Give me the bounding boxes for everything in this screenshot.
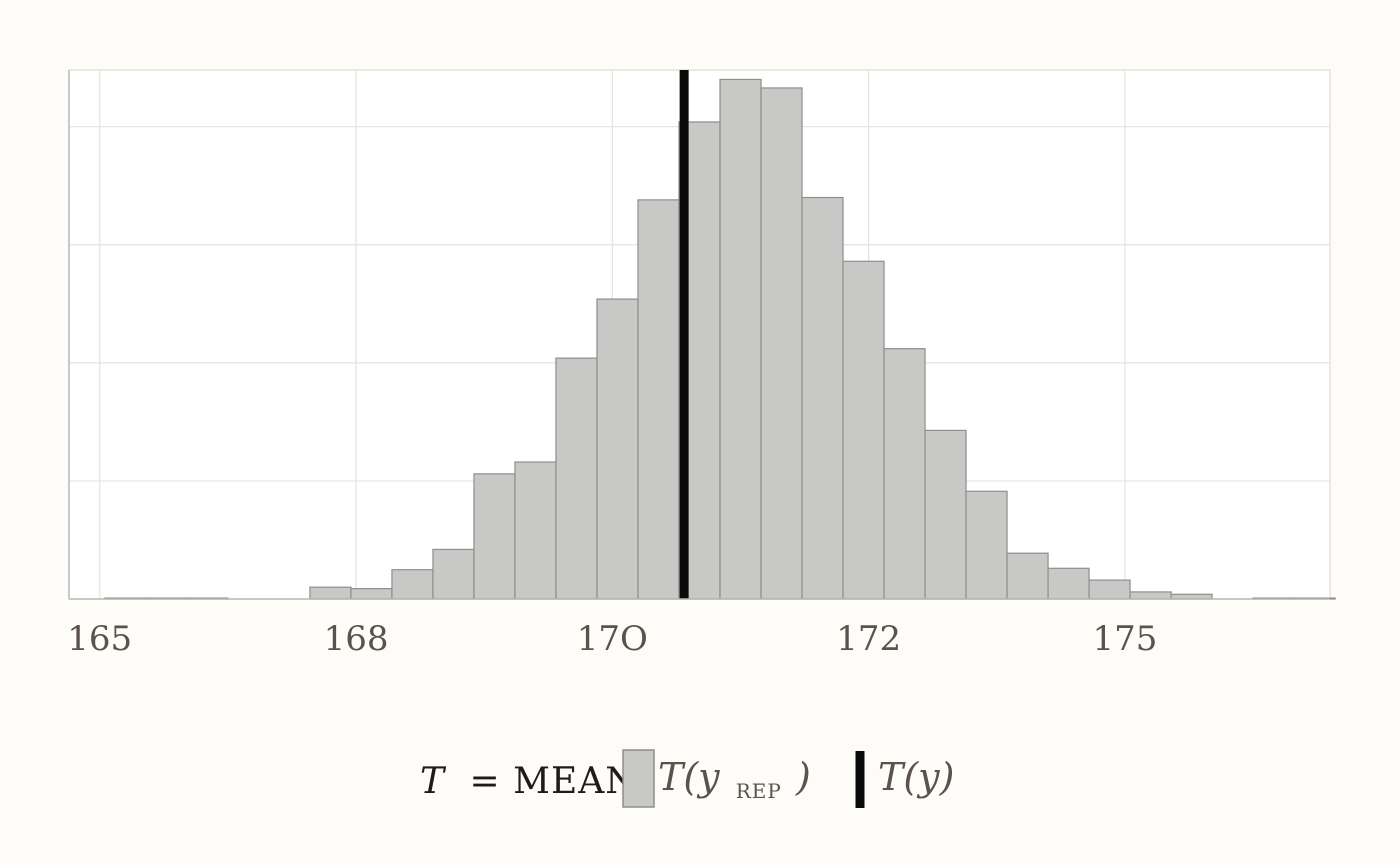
histogram-bar: [473, 473, 516, 600]
legend-label-rep-close: ): [795, 755, 811, 799]
x-tick-labels: 165 168 17O 172 175: [67, 619, 1157, 659]
histogram-bar: [842, 260, 885, 600]
histogram-bars: [104, 78, 1336, 600]
histogram-bar: [719, 78, 762, 600]
histogram-bar: [924, 429, 967, 600]
axes: [68, 70, 1330, 600]
histogram-bar: [1047, 567, 1090, 600]
histogram-bar: [596, 298, 639, 600]
histogram-bar: [514, 461, 557, 600]
legend-label-rep-sub: REP: [736, 779, 782, 803]
histogram-bar: [555, 357, 598, 600]
legend-title-stat: T: [420, 761, 447, 802]
legend-label-observed: T(y): [878, 755, 954, 799]
legend: T = MEAN T(y REP ) T(y): [420, 749, 954, 808]
legend-label-rep: T(y REP ): [658, 755, 811, 807]
legend-title-rest: = MEAN: [469, 761, 637, 802]
histogram-bar: [432, 548, 475, 600]
histogram-bar: [1129, 591, 1172, 600]
legend-title: T = MEAN: [420, 761, 638, 802]
histogram-bar: [391, 569, 434, 600]
x-tick-label: 165: [67, 619, 132, 659]
histogram-bar: [883, 348, 926, 600]
histogram-bar: [309, 586, 352, 600]
histogram-bar: [637, 199, 680, 600]
legend-swatch-rep: [622, 749, 655, 808]
x-tick-label: 168: [324, 619, 389, 659]
x-tick-label: 17O: [577, 619, 648, 659]
histogram-bar: [760, 87, 803, 600]
histogram-bar: [350, 588, 393, 600]
histogram-bar: [1088, 579, 1131, 600]
legend-label-rep-main: T(y: [658, 755, 720, 799]
x-tick-label: 175: [1093, 619, 1158, 659]
histogram-bar: [965, 490, 1008, 600]
x-tick-label: 172: [836, 619, 901, 659]
histogram-bar: [801, 196, 844, 600]
histogram-bar: [1006, 552, 1049, 600]
